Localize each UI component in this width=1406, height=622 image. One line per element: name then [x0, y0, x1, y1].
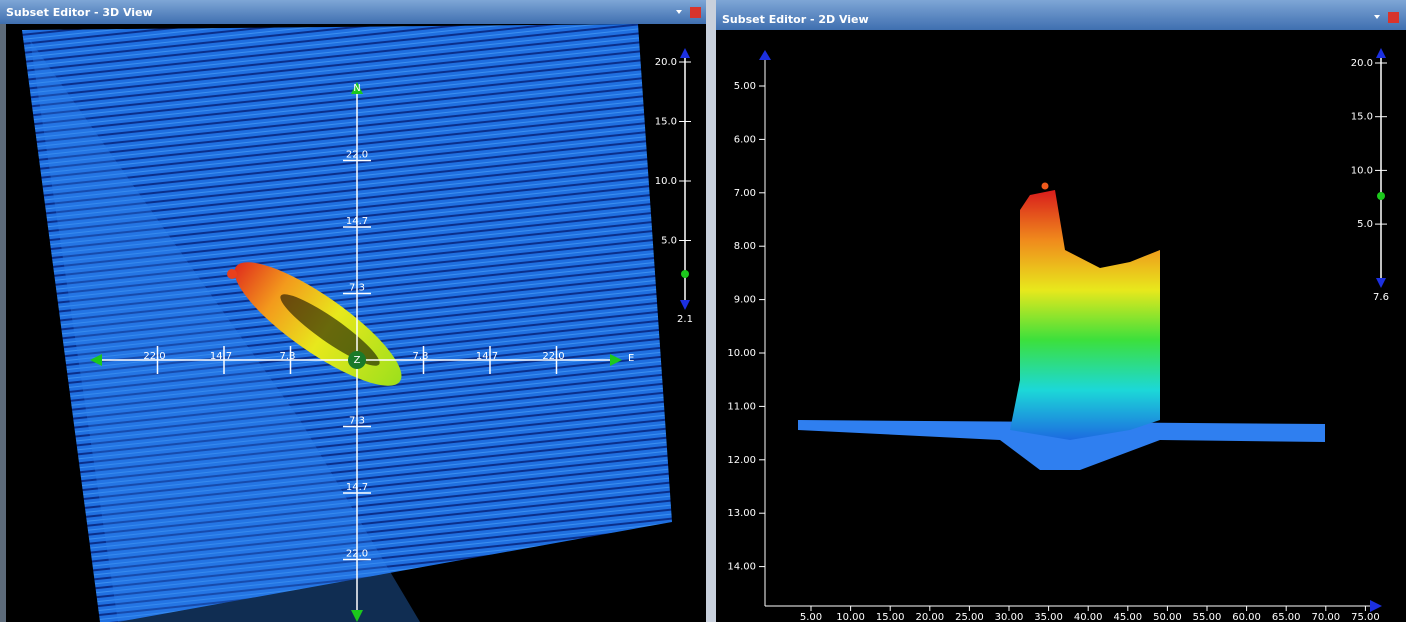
x-tick-label: 25.00: [955, 612, 984, 622]
compass-label: Z: [354, 355, 361, 366]
west-arrow: [90, 354, 102, 366]
y-tick-label: 6.00: [734, 134, 756, 145]
x-tick-label: 40.00: [1074, 612, 1103, 622]
title-bar: [716, 0, 1406, 30]
slider-ticks: 20.0 15.0 10.0 5.0: [655, 57, 691, 247]
x-tick-label: 60.00: [1232, 612, 1261, 622]
compass-tick-label: 22.0: [542, 351, 564, 362]
wreck-top: [227, 269, 237, 279]
y-axis-arrow: [759, 50, 771, 60]
compass-ticks: 22.0 14.7 7.3 7.3 14.7 22.0 22.0 14.7 7.3 7.3 14.7…: [143, 150, 565, 561]
panel-title: Subset Editor - 2D View: [722, 13, 869, 26]
wreck-profile: [1010, 190, 1160, 440]
y-tick-label: 5.00: [734, 81, 756, 92]
slider-up[interactable]: [680, 48, 690, 58]
compass-tick-label: 22.0: [346, 549, 368, 560]
slider-tick-label: 5.0: [1357, 219, 1373, 230]
compass-tick-label: 7.3: [349, 283, 365, 294]
seabed: [798, 420, 1325, 470]
slider-down[interactable]: [680, 300, 690, 310]
slider-tick-label: 10.0: [1351, 165, 1373, 176]
x-tick-label: 30.00: [995, 612, 1024, 622]
x-axis-arrow: [1370, 600, 1382, 612]
slider-thumb[interactable]: [681, 270, 689, 278]
title-bar: [0, 0, 706, 24]
x-tick-label: 50.00: [1153, 612, 1182, 622]
x-tick-label: 15.00: [876, 612, 905, 622]
slider-down[interactable]: [1376, 278, 1386, 288]
compass-center: [348, 351, 366, 369]
compass-tick-label: 22.0: [346, 150, 368, 161]
y-tick-label: 10.00: [727, 348, 756, 359]
slider-value: 2.1: [677, 314, 693, 325]
x-tick-label: 5.00: [800, 612, 822, 622]
compass-label: E: [628, 353, 634, 364]
north-arrow: [351, 82, 363, 94]
slider-ticks: 20.0 15.0 10.0 5.0: [1351, 58, 1387, 230]
y-tick-label: 7.00: [734, 188, 756, 199]
compass-label: N: [353, 83, 360, 94]
x-tick-label: 65.00: [1272, 612, 1301, 622]
y-tick-label: 14.00: [727, 562, 756, 573]
splitter[interactable]: [706, 0, 716, 622]
y-tick-label: 9.00: [734, 295, 756, 306]
y-tick-label: 12.00: [727, 455, 756, 466]
compass-tick-label: 22.0: [143, 351, 165, 362]
compass-tick-label: 14.7: [346, 216, 368, 227]
x-tick-label: 20.00: [915, 612, 944, 622]
wreck-top: [1041, 182, 1049, 190]
x-tick-label: 70.00: [1311, 612, 1340, 622]
slider-tick-label: 20.0: [655, 57, 677, 68]
point-cloud-shade: [30, 40, 420, 622]
slider-thumb[interactable]: [1377, 192, 1385, 200]
y-tick-label: 11.00: [727, 401, 756, 412]
slider-tick-label: 15.0: [1351, 112, 1373, 123]
x-tick-label: 35.00: [1034, 612, 1063, 622]
east-arrow: [610, 354, 622, 366]
compass-tick-label: 14.7: [210, 351, 232, 362]
x-tick-label: 75.00: [1351, 612, 1380, 622]
slider-up[interactable]: [1376, 48, 1386, 58]
slider-tick-label: 5.0: [661, 236, 677, 247]
compass-tick-label: 7.3: [413, 351, 429, 362]
compass-tick-label: 7.3: [280, 351, 296, 362]
compass-tick-label: 7.3: [349, 416, 365, 427]
x-tick-label: 55.00: [1193, 612, 1222, 622]
panel-title: Subset Editor - 3D View: [6, 6, 153, 19]
menu-arrow[interactable]: [676, 10, 682, 14]
x-tick-label: 45.00: [1113, 612, 1142, 622]
slider-tick-label: 15.0: [655, 117, 677, 128]
close-button[interactable]: [1388, 12, 1399, 23]
close-button[interactable]: [690, 7, 701, 18]
y-tick-label: 13.00: [727, 508, 756, 519]
axis-ticks: 5.00 6.00 7.00 8.00 9.00 10.00 11.00 12.00 13.00…: [727, 81, 1379, 622]
slider-tick-label: 10.0: [655, 176, 677, 187]
compass-tick-label: 14.7: [346, 482, 368, 493]
x-tick-label: 10.00: [836, 612, 865, 622]
menu-arrow[interactable]: [1374, 15, 1380, 19]
compass-tick-label: 14.7: [476, 351, 498, 362]
wreck-shadow: [280, 294, 380, 366]
slider-value: 7.6: [1373, 292, 1389, 303]
south-arrow: [351, 610, 363, 622]
slider-tick-label: 20.0: [1351, 58, 1373, 69]
y-tick-label: 8.00: [734, 241, 756, 252]
